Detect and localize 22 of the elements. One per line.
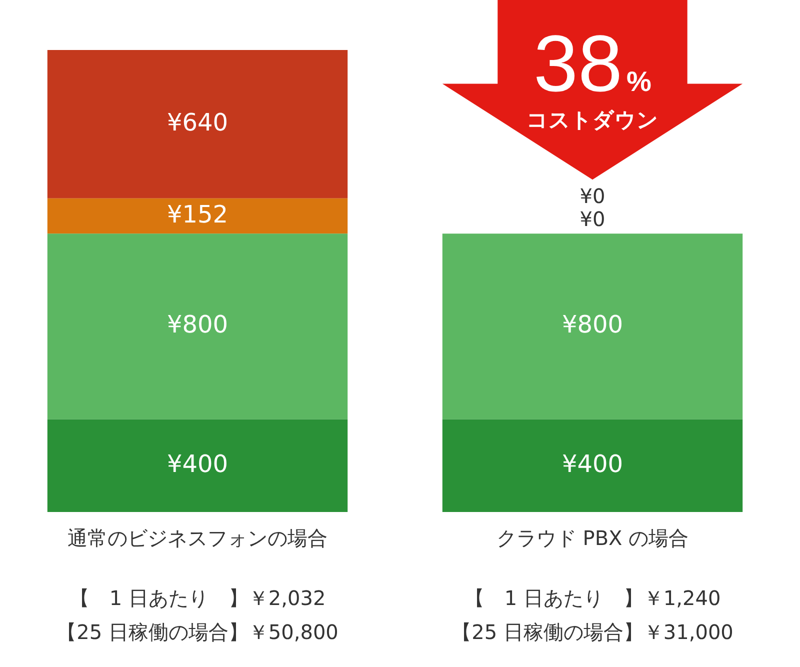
annotation: 38% [534,18,652,110]
bar [47,419,348,512]
bar [47,198,348,234]
data-label: ¥0 [580,184,606,208]
annotation: コストダウン [526,107,658,134]
text: 【 1 日あたり 】￥1,240 [464,586,721,610]
text: 【25 日稼働の場合】￥50,800 [56,620,338,644]
bar [47,50,348,198]
data-label: ¥400 [562,450,624,478]
bar [47,234,348,420]
data-label: ¥152 [166,200,228,228]
x-tick-label: 通常のビジネスフォンの場合 [68,526,328,550]
bar [442,234,743,420]
data-label: ¥800 [562,310,624,339]
text: 【25 日稼働の場合】￥31,000 [452,620,734,644]
x-tick-label: クラウド PBX の場合 [496,526,689,550]
data-label: ¥0 [580,206,606,231]
data-label: ¥800 [166,310,228,339]
data-label: ¥640 [166,108,228,136]
data-label: ¥400 [166,450,228,478]
bar [442,419,743,512]
text: 【 1 日あたり 】￥2,032 [69,586,326,610]
